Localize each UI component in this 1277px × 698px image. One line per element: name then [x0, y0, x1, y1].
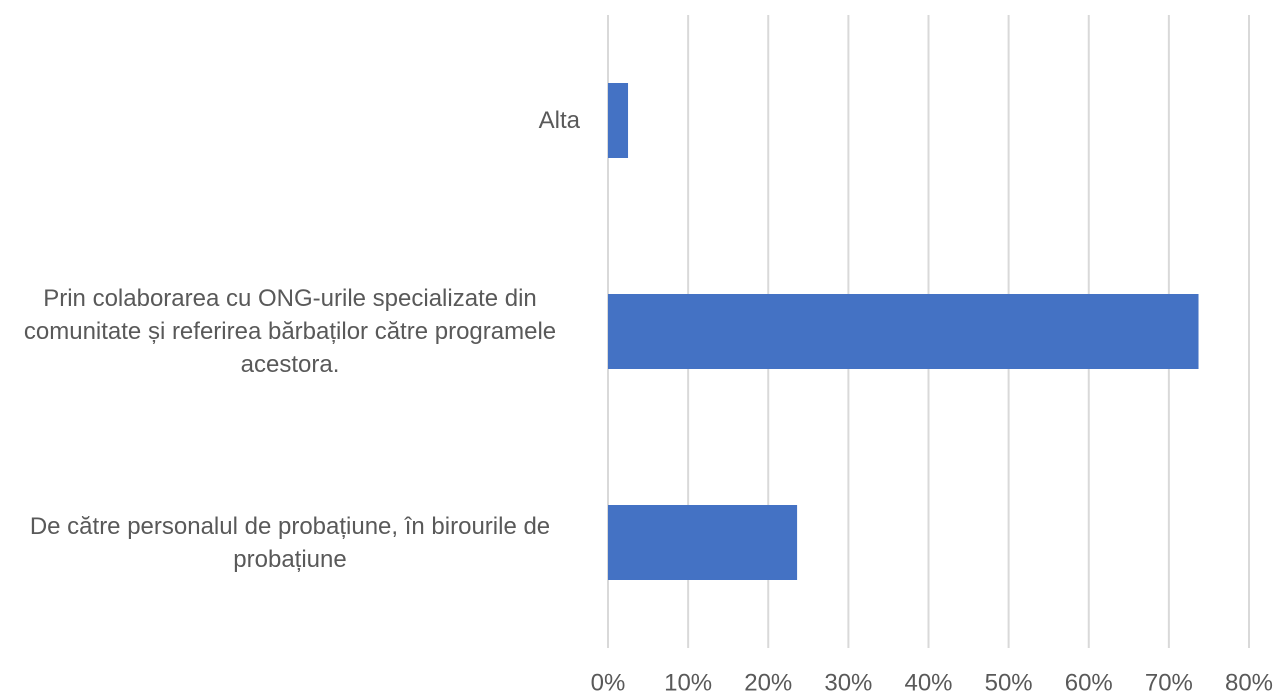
x-tick-label: 40%: [904, 669, 952, 696]
y-tick-label: De către personalul de probațiune, în bi…: [29, 512, 551, 573]
y-tick-label: Alta: [538, 107, 580, 134]
bar: [608, 505, 798, 580]
bar: [608, 294, 1199, 369]
bar: [608, 83, 629, 158]
y-tick-label: Prin colaborarea cu ONG-urile specializa…: [23, 285, 557, 378]
x-tick-label: 70%: [1145, 669, 1193, 696]
x-tick-label: 80%: [1225, 669, 1273, 696]
category-label-box: Prin colaborarea cu ONG-urile specializa…: [0, 272, 580, 392]
x-tick-label: 0%: [591, 669, 626, 696]
x-tick-label: 30%: [824, 669, 872, 696]
x-tick-label: 20%: [744, 669, 792, 696]
x-tick-label: 60%: [1065, 669, 1113, 696]
x-tick-label: 10%: [664, 669, 712, 696]
category-label-box: De către personalul de probațiune, în bi…: [0, 483, 580, 603]
category-label-box: Alta: [0, 61, 580, 181]
x-tick-label: 50%: [985, 669, 1033, 696]
